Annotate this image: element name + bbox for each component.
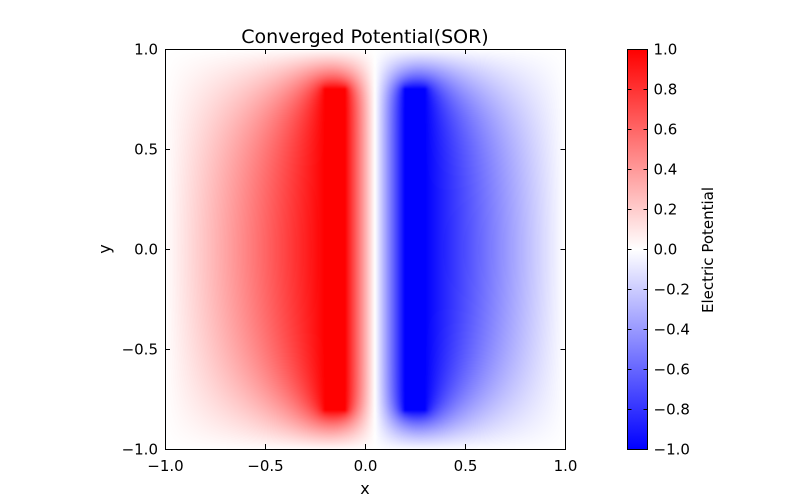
y-tick-label: 1.0: [134, 41, 158, 59]
y-axis-label: y: [95, 244, 114, 253]
colorbar-tick-label: −1.0: [654, 441, 690, 459]
potential-heatmap: [165, 49, 565, 450]
colorbar-tick-label: 0.4: [654, 161, 678, 179]
colorbar-tick-label: −0.4: [654, 321, 690, 339]
colorbar-tick-label: 0.8: [654, 81, 678, 99]
axis-ticks: −1.0 −0.5 0.0 0.5 1.0 −1.0 −0.5 0.0 0.5 1.0: [122, 41, 578, 476]
chart-title: Converged Potential(SOR): [241, 26, 488, 48]
y-tick-label: 0.0: [134, 241, 158, 259]
colorbar-tick-label: −0.8: [654, 401, 690, 419]
y-tick-label: −0.5: [122, 341, 158, 359]
colorbar-tick-label: 1.0: [654, 41, 678, 59]
x-tick-label: −1.0: [147, 457, 183, 475]
y-tick-label: 0.5: [134, 141, 158, 159]
plot-area: [165, 49, 565, 450]
x-tick-label: 1.0: [554, 457, 578, 475]
colorbar: 1.0 0.8 0.6 0.4 0.2 0.0 −0.2 −0.4 −0.6 −0.8 −1.0 E…: [627, 41, 717, 459]
colorbar-tick-label: 0.6: [654, 121, 678, 139]
colorbar-tick-label: 0.0: [654, 241, 678, 259]
colorbar-tick-label: −0.2: [654, 281, 690, 299]
x-tick-label: −0.5: [247, 457, 283, 475]
colorbar-tick-label: −0.6: [654, 361, 690, 379]
colorbar-ticks: 1.0 0.8 0.6 0.4 0.2 0.0 −0.2 −0.4 −0.6 −0.8 −1.0: [627, 41, 690, 459]
colorbar-tick-label: 0.2: [654, 201, 678, 219]
x-tick-label: 0.5: [454, 457, 478, 475]
x-axis-label: x: [360, 479, 369, 498]
x-tick-label: 0.0: [354, 457, 378, 475]
y-tick-label: −1.0: [122, 441, 158, 459]
colorbar-label: Electric Potential: [699, 187, 717, 313]
